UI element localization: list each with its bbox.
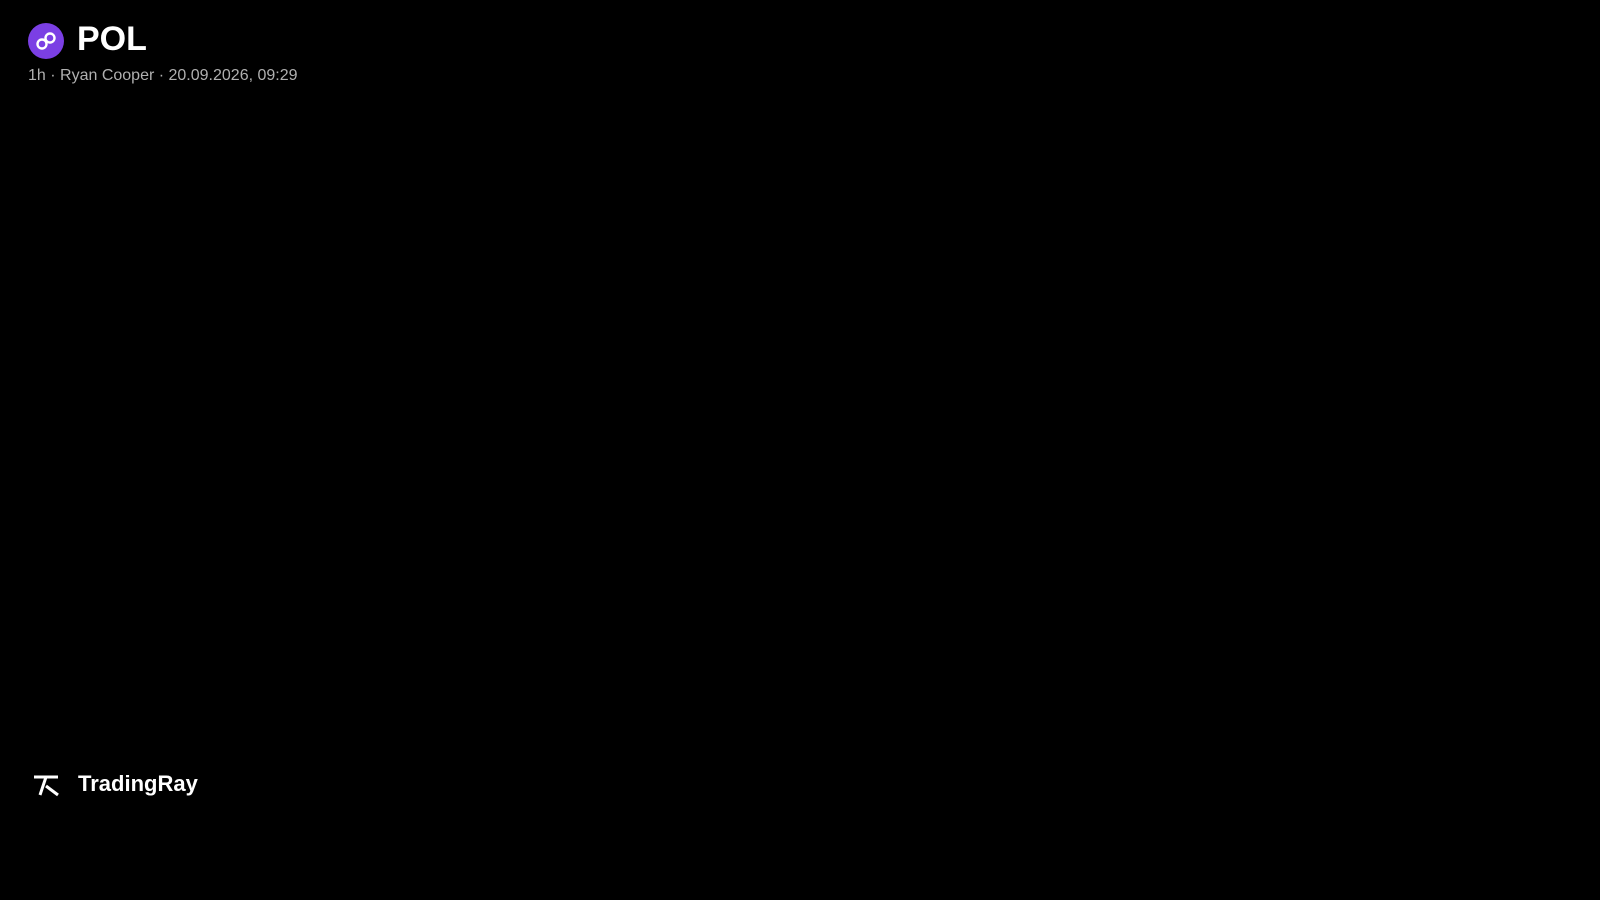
chart-subtitle: 1h · Ryan Cooper · 20.09.2026, 09:29 [28, 67, 298, 84]
logo-glyph [36, 38, 48, 50]
watermark-logo [34, 775, 59, 797]
watermark: TradingRay [78, 771, 199, 796]
chart-title: POL [77, 20, 147, 58]
logo-glyph [44, 32, 56, 44]
